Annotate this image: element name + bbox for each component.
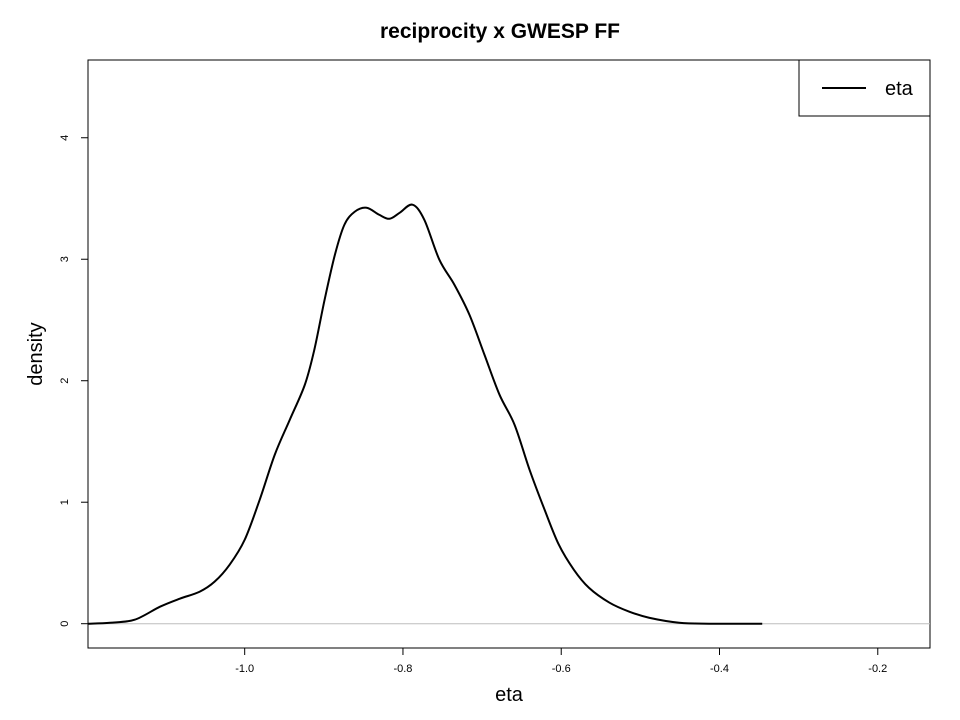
y-tick-label: 3 (59, 256, 71, 262)
chart-title: reciprocity x GWESP FF (380, 20, 620, 43)
x-axis-label: eta (495, 684, 524, 706)
y-tick-label: 0 (59, 621, 71, 627)
legend: eta (798, 59, 931, 117)
legend-label-eta: eta (885, 78, 914, 100)
x-axis: -1.0 -0.8 -0.6 -0.4 -0.2 (235, 648, 887, 675)
density-line-eta (87, 203, 763, 625)
y-tick-label: 4 (59, 135, 71, 141)
x-tick-label: -1.0 (235, 663, 254, 675)
x-tick-label: -0.8 (393, 663, 412, 675)
x-tick-label: -0.2 (868, 663, 887, 675)
x-tick-label: -0.4 (710, 663, 729, 675)
y-axis: 0 1 2 3 4 (59, 135, 88, 627)
y-axis-label: density (25, 322, 47, 385)
y-tick-label: 1 (59, 499, 71, 505)
plot-frame (87, 59, 931, 649)
y-tick-label: 2 (59, 378, 71, 384)
x-tick-label: -0.6 (552, 663, 571, 675)
